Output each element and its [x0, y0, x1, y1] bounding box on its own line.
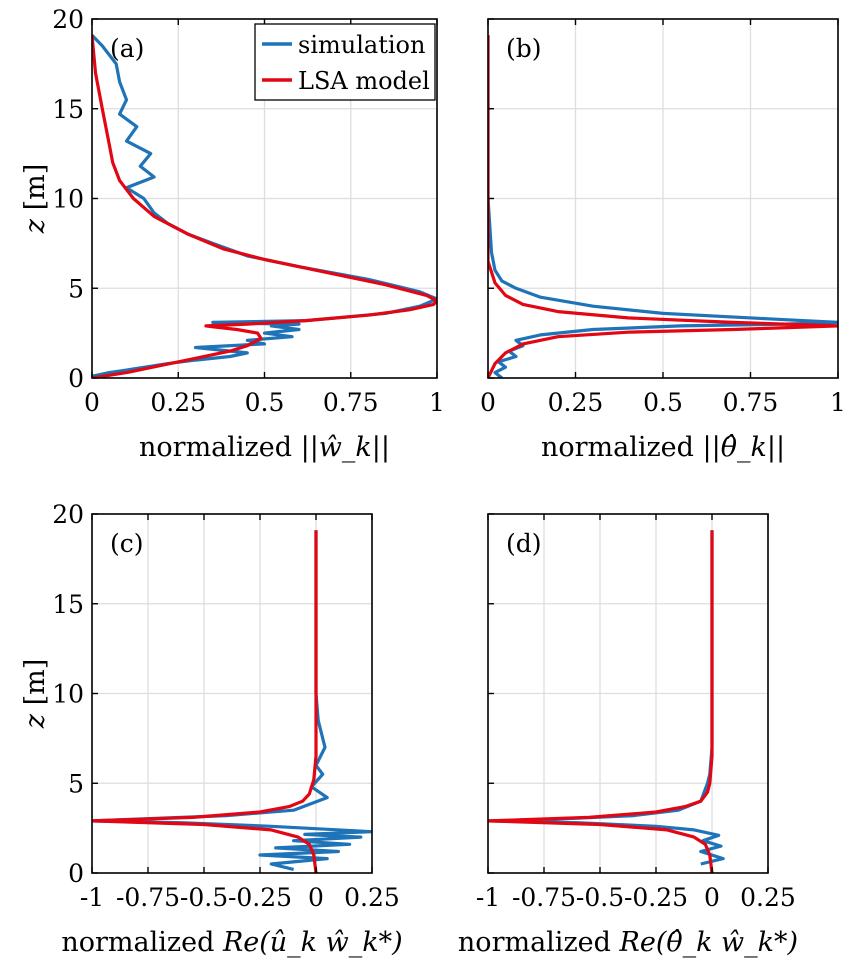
legend-entry: simulation — [298, 31, 425, 59]
x-tick-label: -1 — [476, 883, 500, 912]
x-tick-label: 0 — [480, 388, 496, 417]
legend: simulation LSA model — [254, 23, 436, 101]
y-tick-label: 0 — [68, 364, 84, 393]
panel-3: -1 -0.75 -0.5 -0.25 0 0.25 0 5 10 15 20 (c) normaliz… — [20, 500, 403, 958]
x-axis-label: normalized ||ŵ_k|| — [139, 432, 390, 463]
panel-label: (d) — [506, 529, 542, 558]
y-tick-label: 10 — [52, 680, 84, 709]
panel-label: (b) — [506, 34, 542, 63]
x-tick-label: -0.5 — [180, 883, 228, 912]
lsa-model-line — [488, 35, 838, 378]
x-tick-label: 0.75 — [723, 388, 779, 417]
x-tick-label: 0.5 — [245, 388, 285, 417]
y-tick-label: 10 — [52, 185, 84, 214]
lsa-model-line — [92, 35, 437, 378]
panel-label: (a) — [110, 34, 144, 63]
x-tick-label: 0 — [84, 388, 100, 417]
x-tick-label: -1 — [80, 883, 104, 912]
panel-label: (c) — [110, 529, 144, 558]
panel-4: -1 -0.75 -0.5 -0.25 0 0.25 (d) normalized Re(θ̂… — [458, 513, 798, 958]
lsa-model-line — [92, 530, 318, 873]
x-tick-label: 0.25 — [150, 388, 206, 417]
y-tick-label: 5 — [68, 274, 84, 303]
x-tick-label: -0.75 — [116, 883, 180, 912]
x-axis-label: normalized ||θ̂_k|| — [541, 432, 785, 463]
lsa-model-line — [488, 530, 714, 873]
x-tick-label: -0.5 — [576, 883, 624, 912]
simulation-line — [488, 530, 725, 866]
x-tick-label: -0.25 — [228, 883, 292, 912]
y-tick-label: 0 — [68, 859, 84, 888]
x-tick-label: 0 — [704, 883, 720, 912]
y-tick-label: 20 — [52, 5, 84, 34]
x-tick-label: 1 — [429, 388, 445, 417]
y-tick-label: 15 — [52, 590, 84, 619]
x-axis-label: normalized Re(θ̂_k ŵ_k*) — [458, 927, 798, 958]
x-axis-label: normalized Re(û_k ŵ_k*) — [61, 927, 402, 958]
x-tick-label: -0.75 — [512, 883, 576, 912]
x-tick-label: 0.75 — [323, 388, 379, 417]
x-tick-label: 0.25 — [344, 883, 400, 912]
x-tick-label: 0.25 — [740, 883, 796, 912]
legend-entry: LSA model — [298, 67, 430, 95]
y-tick-label: 15 — [52, 95, 84, 124]
y-axis-label: z [m] — [20, 164, 51, 234]
y-axis-label: z [m] — [20, 659, 51, 729]
y-tick-label: 5 — [68, 769, 84, 798]
panel-2: 0 0.25 0.5 0.75 1 (b) normalized ||θ̂_k|| — [480, 18, 846, 463]
x-tick-label: 0 — [308, 883, 324, 912]
y-tick-label: 20 — [52, 500, 84, 529]
x-tick-label: -0.25 — [624, 883, 688, 912]
x-tick-label: 0.5 — [643, 388, 683, 417]
x-tick-label: 0.25 — [548, 388, 604, 417]
x-tick-label: 1 — [830, 388, 846, 417]
